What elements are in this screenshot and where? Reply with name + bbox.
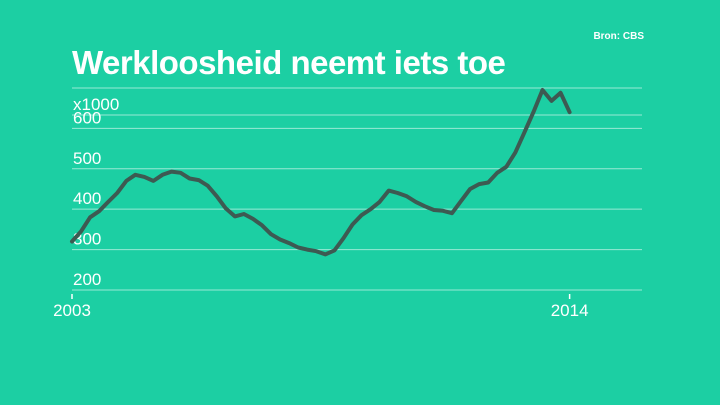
series-line-0: [70, 88, 572, 257]
x-tick-label: 2014: [551, 301, 589, 320]
y-tick-label: 600: [73, 108, 101, 127]
chart-title: Werkloosheid neemt iets toe: [72, 44, 506, 81]
y-tick-label: 400: [73, 189, 101, 208]
y-tick-label: 200: [73, 270, 101, 289]
source-label: Bron: CBS: [593, 31, 644, 42]
x-tick-label: 2003: [53, 301, 91, 320]
y-axis-ticks: 200 300 400 500 600: [73, 108, 101, 289]
x-axis-ticks: 2003 2014: [53, 294, 589, 320]
grid-lines: [72, 87, 642, 291]
y-tick-label: 300: [73, 230, 101, 249]
series-group: [70, 88, 572, 257]
y-tick-label: 500: [73, 149, 101, 168]
unit-label: x1000: [73, 95, 119, 114]
